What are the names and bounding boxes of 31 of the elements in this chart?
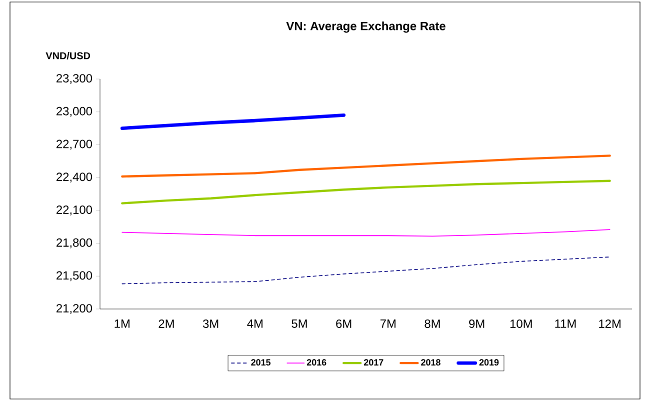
line-series (121, 154, 611, 178)
legend-label: 2019 (479, 359, 499, 366)
line-series (120, 113, 346, 130)
line-series (122, 256, 610, 284)
x-tick-label: 12M (599, 319, 620, 328)
x-tick-label: 6M (336, 319, 352, 328)
legend-label: 2015 (251, 359, 271, 366)
y-tick-label: 21,800 (56, 238, 92, 248)
x-tick-label: 11M (555, 320, 576, 328)
legend-label: 2017 (364, 359, 384, 366)
y-tick-label: 23,000 (56, 106, 92, 117)
x-tick-label: 2M (158, 319, 174, 328)
y-tick-label: 22,400 (56, 172, 92, 183)
y-tick-label: 22,700 (56, 140, 92, 150)
x-tick-label: 8M (424, 319, 440, 328)
y-tick-label: 22,100 (56, 205, 92, 216)
x-tick-label: 4M (247, 320, 262, 328)
y-tick-label: 21,500 (56, 271, 92, 282)
x-tick-label: 7M (380, 320, 396, 328)
chart-title: VN: Average Exchange Rate (286, 22, 446, 33)
y-axis-title: VND/USD (46, 52, 90, 60)
x-tick-label: 5M (292, 320, 307, 328)
x-tick-label: 10M (510, 319, 532, 328)
legend-label: 2018 (421, 359, 440, 366)
y-tick-label: 23,300 (56, 74, 92, 84)
legend-label: 2016 (306, 359, 326, 366)
x-tick-label: 9M (469, 319, 484, 328)
line-series (121, 180, 611, 204)
x-tick-label: 1M (114, 320, 130, 328)
x-tick-label: 3M (202, 319, 218, 328)
y-tick-label: 21,200 (56, 304, 92, 314)
